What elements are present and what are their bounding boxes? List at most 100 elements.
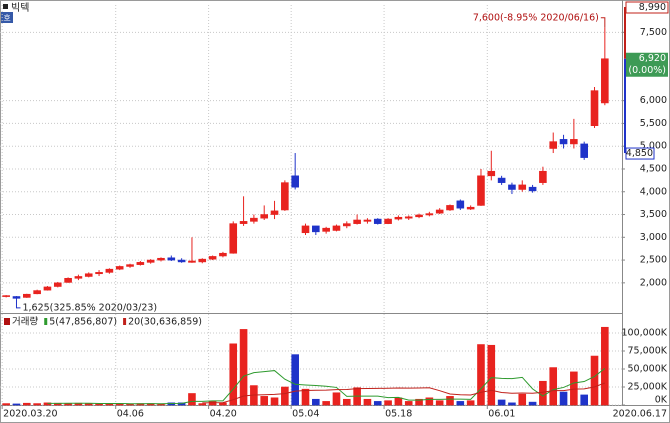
candle-body: [384, 218, 392, 224]
candle-body: [177, 259, 186, 263]
badge: 호: [3, 14, 10, 23]
moving-average: [47, 368, 606, 405]
volume-bar: [342, 398, 351, 406]
y-tick-label: 0K: [655, 395, 668, 406]
y-tick-label: 6,000: [640, 95, 667, 106]
legend-swatch: [44, 318, 48, 325]
x-tick-label: 05.04: [292, 409, 319, 420]
candle-body: [136, 262, 145, 265]
x-tick-label: 06.01: [488, 409, 515, 420]
volume-bar: [23, 402, 31, 406]
volume-bar: [332, 392, 341, 406]
volume-bar: [229, 343, 238, 406]
volume-bar: [477, 344, 485, 406]
volume-bar: [394, 397, 403, 406]
volume-bar: [188, 393, 196, 406]
volume-bar: [312, 398, 320, 406]
volume-bar: [559, 391, 568, 406]
y-tick-label: 3,500: [640, 209, 667, 220]
candle-body: [590, 90, 599, 127]
volume-bar: [601, 326, 609, 406]
legend-swatch: [123, 318, 127, 325]
legend-label: 20(30,636,859): [128, 317, 202, 328]
volume-bar: [291, 354, 299, 406]
y-tick-label: 75,000K: [628, 346, 668, 357]
volume-bar: [322, 401, 330, 406]
candle-body: [559, 139, 568, 145]
volume-bar: [12, 403, 21, 406]
volume-bar: [487, 344, 496, 406]
moving-average: [202, 382, 606, 404]
candle-body: [456, 200, 465, 209]
y-tick-label: 2,000: [640, 277, 667, 288]
candle-body: [239, 221, 248, 224]
volume-bar: [590, 355, 599, 406]
y-tick-label: 5,000: [640, 141, 667, 152]
candle-body: [43, 286, 52, 291]
volume-bar: [549, 367, 558, 406]
candle-body: [84, 273, 93, 277]
candle-body: [95, 272, 103, 275]
x-tick-label: 04.06: [117, 409, 144, 420]
volume-bar: [373, 401, 382, 406]
candle-body: [23, 293, 31, 298]
candle-body: [219, 252, 227, 257]
candle-body: [64, 277, 72, 283]
candle-body: [188, 260, 196, 263]
legend-swatch: [4, 318, 10, 325]
volume-bar: [260, 396, 269, 406]
candle-body: [528, 186, 537, 192]
note-leader: [600, 17, 606, 28]
candle-body: [363, 219, 372, 222]
x-end-label: 2020.06.17: [613, 409, 667, 420]
volume-bar: [95, 403, 103, 406]
high-note: 7,600(-8.95% 2020/06/16): [473, 12, 599, 23]
candle-body: [53, 282, 62, 287]
candle-body: [508, 184, 516, 190]
candle-body: [312, 225, 320, 233]
candle-body: [33, 290, 41, 295]
candle-body: [549, 141, 558, 149]
x-tick-label: 2020.03.20: [3, 409, 57, 420]
candle-body: [466, 206, 475, 210]
lower-limit-label: 4,850: [626, 148, 653, 159]
volume-bar: [363, 398, 372, 406]
volume-bar: [384, 400, 392, 406]
candle-body: [105, 268, 114, 273]
candle-body: [281, 182, 289, 211]
candle-body: [487, 170, 496, 177]
volume-bar: [570, 371, 578, 406]
volume-bar: [497, 399, 506, 406]
volume-bar: [404, 401, 413, 406]
note-leader: [15, 299, 21, 309]
candle-body: [425, 213, 434, 216]
volume-bar: [239, 329, 248, 406]
volume-bar: [198, 403, 207, 406]
candle-body: [157, 257, 165, 261]
volume-bar: [2, 403, 10, 406]
stock-name: 빅텍: [11, 2, 29, 14]
change-label: (0.00%): [628, 65, 666, 76]
candle-body: [2, 295, 10, 297]
candle-body: [394, 216, 403, 220]
candle-body: [322, 227, 330, 232]
candle-body: [518, 184, 527, 190]
volume-bar: [466, 400, 475, 406]
candle-body: [477, 175, 485, 206]
volume-bar: [456, 401, 465, 406]
y-tick-label: 50,000K: [628, 364, 668, 375]
candle-body: [415, 214, 423, 218]
x-tick-label: 05.18: [385, 409, 412, 420]
title-icon: [3, 4, 8, 9]
candle-body: [373, 218, 382, 224]
candle-body: [353, 219, 361, 224]
volume-bar: [580, 394, 588, 406]
candle-body: [146, 259, 155, 263]
current-box: [626, 52, 668, 77]
y-tick-label: 3,000: [640, 232, 667, 243]
y-tick-label: 4,000: [640, 186, 667, 197]
candle-body: [601, 58, 609, 104]
candle-body: [291, 175, 299, 188]
